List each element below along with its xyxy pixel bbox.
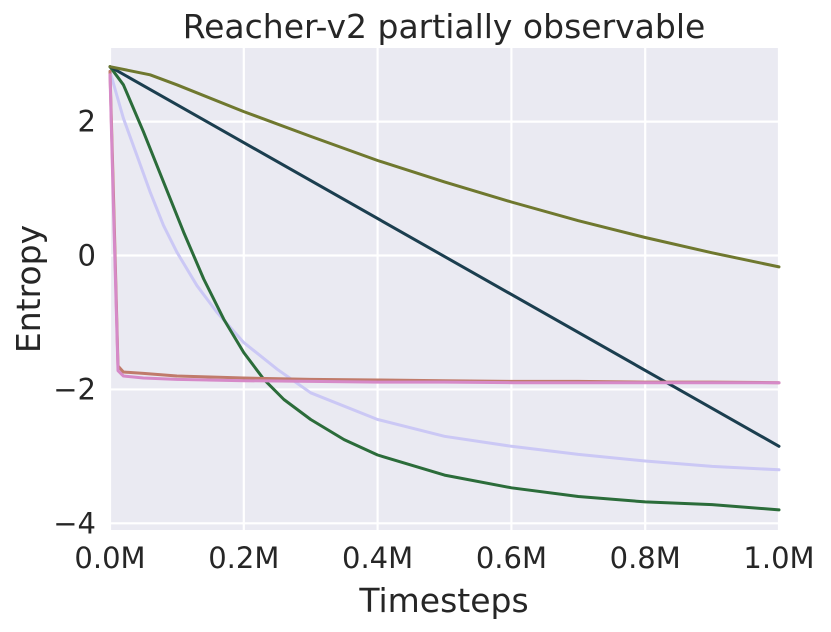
series-line-1: [108, 69, 781, 472]
x-tick-label: 0.4M: [342, 541, 413, 575]
y-tick-label: −2: [53, 372, 96, 406]
series-line-2: [108, 65, 781, 512]
y-axis-label: Entropy: [9, 225, 48, 353]
series-lines: [108, 65, 781, 512]
x-tick-label: 0.8M: [610, 541, 681, 575]
x-tick-label: 0.0M: [74, 541, 145, 575]
x-axis-ticks: 0.0M 0.2M 0.4M 0.6M 0.8M 1.0M: [74, 541, 814, 575]
y-axis-ticks: −4 −2 0 2: [53, 105, 96, 541]
series-line-4: [108, 65, 781, 269]
x-tick-label: 0.2M: [208, 541, 279, 575]
y-tick-label: 0: [78, 239, 96, 273]
x-tick-label: 1.0M: [743, 541, 814, 575]
chart-title: Reacher-v2 partially observable: [183, 7, 706, 46]
series-line-6: [108, 73, 781, 385]
gridlines: [108, 48, 781, 530]
x-axis-label: Timesteps: [358, 581, 528, 620]
x-tick-label: 0.6M: [476, 541, 547, 575]
y-tick-label: −4: [53, 506, 96, 540]
y-tick-label: 2: [78, 105, 96, 139]
